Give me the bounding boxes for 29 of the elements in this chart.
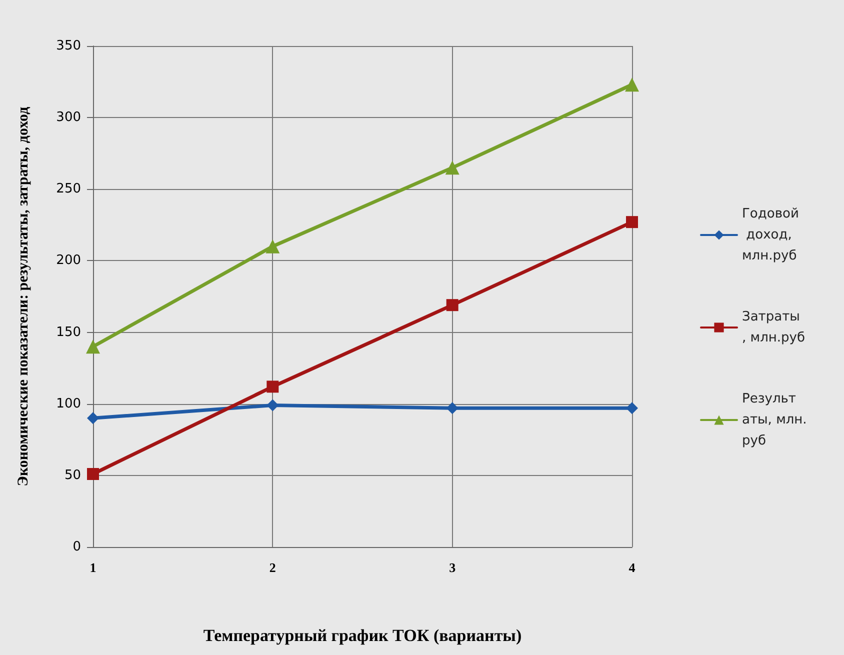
point [86,340,100,354]
point [446,402,458,414]
y-tick-label: 200 [56,253,81,268]
y-tick-label: 150 [56,324,81,340]
point [445,160,460,175]
point [626,216,638,228]
x-tick-label: 4 [628,560,636,575]
y-tick-label: 250 [56,182,81,197]
y-tick-label: 350 [56,38,81,54]
legend-label: Годовой доход, млн.руб [742,206,799,264]
legend-label: Результаты, млн. руб [742,392,811,448]
y-tick-label: 300 [56,110,81,126]
x-axis-title: Температурный график ТОК (варианты) [203,626,522,645]
point [266,239,280,254]
point [625,78,639,92]
y-axis-title: Экономические показатели: результаты, затраты, доход [16,106,32,486]
point [87,412,99,424]
point [626,402,638,414]
point [266,380,279,393]
x-tick-label: 2 [269,560,276,575]
y-tick-label: 0 [72,540,81,554]
y-tick-label: 50 [64,468,81,483]
point [446,299,458,312]
x-tick-label: 3 [449,560,456,575]
legend-label: Затраты, млн.руб [742,310,805,346]
x-tick-label: 1 [90,560,96,575]
y-tick-label: 100 [56,396,81,412]
point [87,468,99,480]
point [266,399,279,412]
